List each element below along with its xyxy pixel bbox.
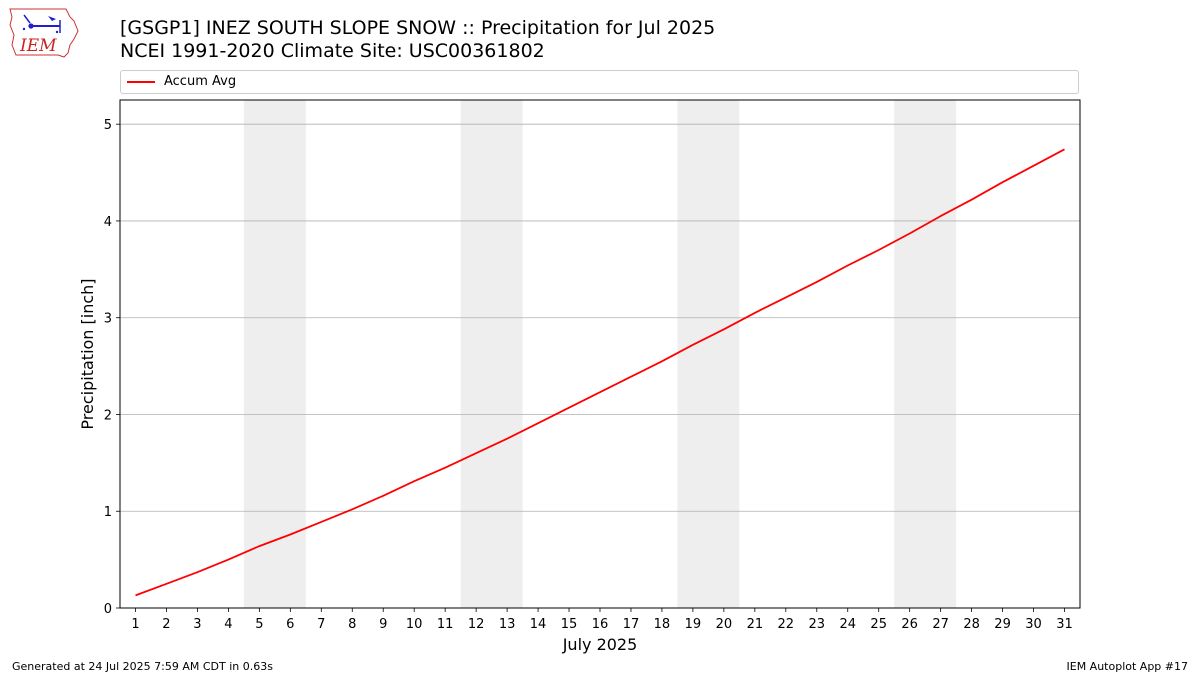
legend-swatch-accum-avg xyxy=(127,81,155,83)
chart-subtitle: NCEI 1991-2020 Climate Site: USC00361802 xyxy=(120,40,545,62)
chart-title: [GSGP1] INEZ SOUTH SLOPE SNOW :: Precipi… xyxy=(120,17,716,39)
x-tick-label-21: 21 xyxy=(747,617,764,632)
y-tick-label-5: 5 xyxy=(104,118,112,133)
weekend-band-1 xyxy=(460,100,523,608)
weekend-band-2 xyxy=(677,100,740,608)
x-tick-label-19: 19 xyxy=(685,617,702,632)
y-tick-label-1: 1 xyxy=(104,505,112,520)
x-tick-label-11: 11 xyxy=(437,617,454,632)
x-tick-label-26: 26 xyxy=(901,617,918,632)
x-tick-label-5: 5 xyxy=(255,617,263,632)
x-tick-label-6: 6 xyxy=(286,617,294,632)
x-tick-label-17: 17 xyxy=(623,617,640,632)
legend: Accum Avg xyxy=(120,70,1079,94)
legend-label-accum-avg: Accum Avg xyxy=(164,74,237,89)
x-tick-label-25: 25 xyxy=(870,617,887,632)
series-line-accum-avg xyxy=(135,148,1065,597)
x-tick-label-2: 2 xyxy=(162,617,170,632)
y-tick-label-3: 3 xyxy=(104,312,112,327)
x-tick-label-8: 8 xyxy=(348,617,356,632)
y-tick-label-0: 0 xyxy=(104,602,112,617)
x-tick-label-12: 12 xyxy=(468,617,485,632)
x-axis-label: July 2025 xyxy=(562,635,638,654)
x-tick-label-15: 15 xyxy=(561,617,578,632)
plot-frame xyxy=(119,99,1081,609)
weekend-band-0 xyxy=(243,100,306,608)
x-tick-label-29: 29 xyxy=(994,617,1011,632)
x-tick-label-23: 23 xyxy=(809,617,826,632)
x-tick-label-13: 13 xyxy=(499,617,516,632)
x-tick-label-16: 16 xyxy=(592,617,609,632)
x-tick-label-4: 4 xyxy=(224,617,232,632)
y-axis-label: Precipitation [inch] xyxy=(78,278,97,429)
footer-generated: Generated at 24 Jul 2025 7:59 AM CDT in … xyxy=(12,660,273,673)
x-tick-label-20: 20 xyxy=(716,617,733,632)
weekend-band-3 xyxy=(894,100,957,608)
footer-app: IEM Autoplot App #17 xyxy=(1066,660,1189,673)
x-tick-label-14: 14 xyxy=(530,617,547,632)
x-tick-label-18: 18 xyxy=(654,617,671,632)
x-tick-label-22: 22 xyxy=(778,617,795,632)
y-tick-label-4: 4 xyxy=(104,215,112,230)
iem-logo: IEM xyxy=(9,8,79,58)
x-tick-label-10: 10 xyxy=(406,617,423,632)
x-tick-label-30: 30 xyxy=(1025,617,1042,632)
x-tick-label-7: 7 xyxy=(317,617,325,632)
x-tick-label-27: 27 xyxy=(932,617,949,632)
x-tick-label-1: 1 xyxy=(131,617,139,632)
x-tick-label-3: 3 xyxy=(193,617,201,632)
x-tick-label-24: 24 xyxy=(839,617,856,632)
y-tick-label-2: 2 xyxy=(104,408,112,423)
x-tick-label-31: 31 xyxy=(1056,617,1073,632)
logo-text: IEM xyxy=(19,36,57,56)
x-tick-label-9: 9 xyxy=(379,617,387,632)
x-tick-label-28: 28 xyxy=(963,617,980,632)
